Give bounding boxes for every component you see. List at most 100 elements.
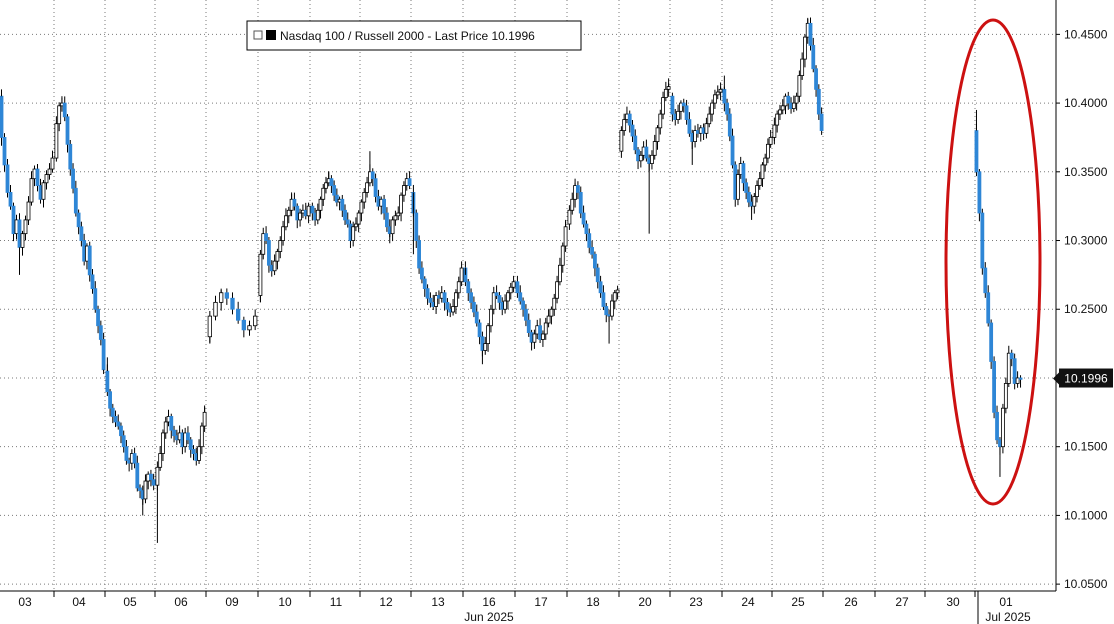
candle-body	[693, 130, 697, 142]
legend[interactable]: Nasdaq 100 / Russell 2000 - Last Price 1…	[246, 20, 582, 51]
x-tick-label: 18	[586, 595, 600, 609]
candle	[219, 290, 224, 311]
candle	[5, 159, 10, 198]
candle-body	[329, 178, 334, 186]
candle-body	[578, 192, 583, 214]
x-tick-label: 11	[330, 595, 343, 609]
candle	[310, 202, 315, 221]
candle	[345, 212, 350, 228]
candle	[612, 290, 617, 310]
legend-swatch-icon	[266, 30, 276, 40]
y-tick-label: 10.3000	[1064, 234, 1108, 248]
candle-body	[267, 240, 271, 266]
candle	[494, 285, 499, 300]
candle	[264, 226, 268, 245]
candle-body	[121, 435, 126, 448]
candle-body	[396, 212, 401, 217]
candle-body	[666, 86, 671, 90]
candle-body	[803, 36, 807, 60]
candle	[757, 171, 762, 190]
candle	[794, 92, 799, 111]
candle	[65, 114, 70, 153]
candle-body	[763, 157, 768, 166]
candle-body	[393, 215, 398, 221]
candle-body	[778, 109, 782, 115]
y-tick-label: 10.2500	[1064, 302, 1108, 316]
candle	[38, 178, 43, 204]
candle-body	[26, 201, 31, 221]
candle-body	[343, 209, 347, 221]
candle	[508, 282, 513, 300]
candle	[744, 178, 749, 200]
candle-body	[538, 325, 542, 340]
candle-body	[766, 143, 770, 159]
candle-body	[980, 212, 985, 269]
candle-body	[584, 223, 589, 235]
candle	[90, 268, 95, 294]
candle	[786, 91, 791, 110]
candle	[298, 208, 302, 227]
candle	[451, 299, 455, 316]
candle-body	[722, 88, 727, 104]
candle	[489, 304, 493, 333]
candle-body	[819, 113, 824, 131]
candle-body	[2, 137, 7, 166]
candle-body	[725, 102, 729, 115]
candle-body	[332, 185, 337, 196]
candle-body	[191, 449, 196, 454]
candle-body	[76, 212, 81, 228]
candle-body	[494, 292, 499, 296]
candle-body	[23, 219, 28, 235]
candle-body	[315, 209, 320, 221]
candle	[630, 119, 635, 142]
x-tick-label: 27	[895, 595, 909, 609]
candle	[619, 126, 624, 158]
candle-body	[345, 219, 350, 225]
candle	[23, 215, 28, 241]
candle	[986, 285, 991, 327]
candle-body	[610, 300, 614, 317]
candle-body	[105, 370, 110, 393]
candle-body	[707, 113, 712, 125]
candle	[570, 192, 575, 215]
candle-body	[466, 281, 471, 294]
candle	[278, 236, 283, 259]
candle-body	[454, 292, 458, 307]
candle-body	[186, 432, 190, 441]
candle	[258, 249, 263, 303]
candle-body	[354, 223, 358, 228]
y-tick-label: 10.1000	[1064, 508, 1108, 522]
candle	[655, 125, 660, 150]
candle-body	[546, 315, 551, 324]
candle	[113, 410, 118, 428]
candle	[555, 275, 559, 304]
candle	[321, 183, 326, 206]
candle	[0, 93, 4, 146]
candle	[670, 92, 675, 122]
candle	[149, 469, 153, 487]
candle-body	[54, 123, 59, 159]
candle-body	[298, 212, 302, 221]
candle	[11, 202, 16, 242]
candle-body	[241, 319, 246, 331]
candle-body	[169, 416, 174, 431]
legend-checkbox-icon[interactable]	[253, 30, 263, 40]
candle	[521, 297, 525, 317]
candle-body	[1018, 377, 1023, 380]
candle-body	[399, 194, 403, 214]
candle-body	[29, 178, 34, 203]
candle	[676, 104, 680, 124]
candle	[526, 313, 531, 337]
candle-body	[601, 292, 606, 307]
candle	[26, 196, 31, 226]
candle	[1015, 371, 1020, 388]
candle-body	[710, 102, 714, 115]
candle	[989, 319, 994, 369]
candle-body	[590, 246, 594, 255]
candle-body	[995, 411, 999, 441]
x-tick-label: 05	[123, 595, 137, 609]
candle	[292, 192, 297, 211]
candle	[93, 281, 98, 313]
candle-body	[373, 178, 378, 197]
candle	[491, 286, 496, 315]
